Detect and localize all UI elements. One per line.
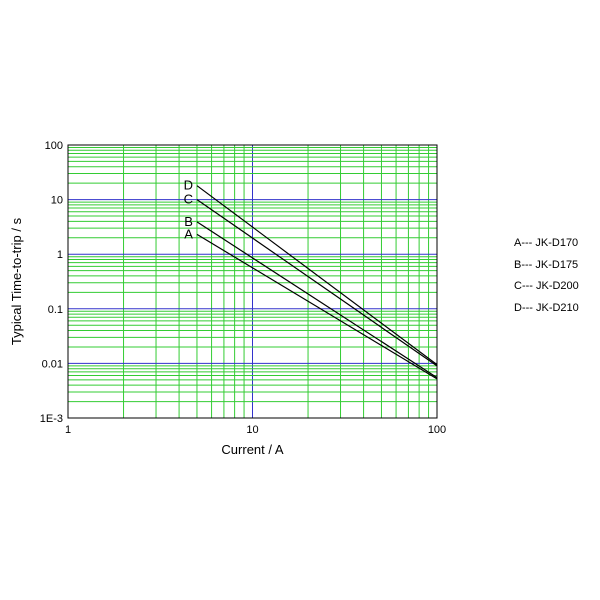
grid	[68, 145, 437, 418]
y-tick-label: 0.01	[42, 358, 63, 370]
y-tick-label: 0.1	[48, 304, 63, 316]
series-line-c	[196, 199, 438, 367]
y-tick-label: 100	[45, 140, 63, 152]
legend: A--- JK-D170 B--- JK-D175 C--- JK-D200 D…	[514, 236, 579, 322]
x-axis-label: Current / A	[221, 442, 283, 457]
curve-label-a: A	[184, 226, 193, 241]
x-tick-label: 1	[65, 424, 71, 436]
legend-item-d: D--- JK-D210	[514, 301, 579, 314]
legend-item-c: C--- JK-D200	[514, 280, 579, 292]
legend-item-b: B--- JK-D175	[514, 258, 579, 271]
y-tick-label: 1	[57, 249, 63, 261]
x-tick-labels: 1 10 100	[65, 424, 446, 436]
series-line-a	[196, 233, 438, 380]
y-tick-label: 1E-3	[40, 413, 63, 425]
curve-label-c: C	[184, 192, 193, 207]
x-tick-label: 100	[428, 424, 446, 436]
legend-item-a: A--- JK-D170	[514, 237, 579, 249]
plot-frame	[67, 144, 438, 419]
y-tick-label: 10	[51, 195, 63, 207]
series-line-b	[196, 221, 438, 379]
y-tick-labels: 1E-3 0.01 0.1 1 10 100	[40, 140, 63, 425]
series-line-d	[196, 185, 438, 366]
x-tick-label: 10	[246, 424, 258, 436]
curve-label-d: D	[184, 178, 193, 193]
curve-label-b: B	[184, 214, 193, 229]
y-axis-label: Typical Time-to-trip / s	[9, 217, 24, 345]
series-layer	[196, 185, 438, 380]
